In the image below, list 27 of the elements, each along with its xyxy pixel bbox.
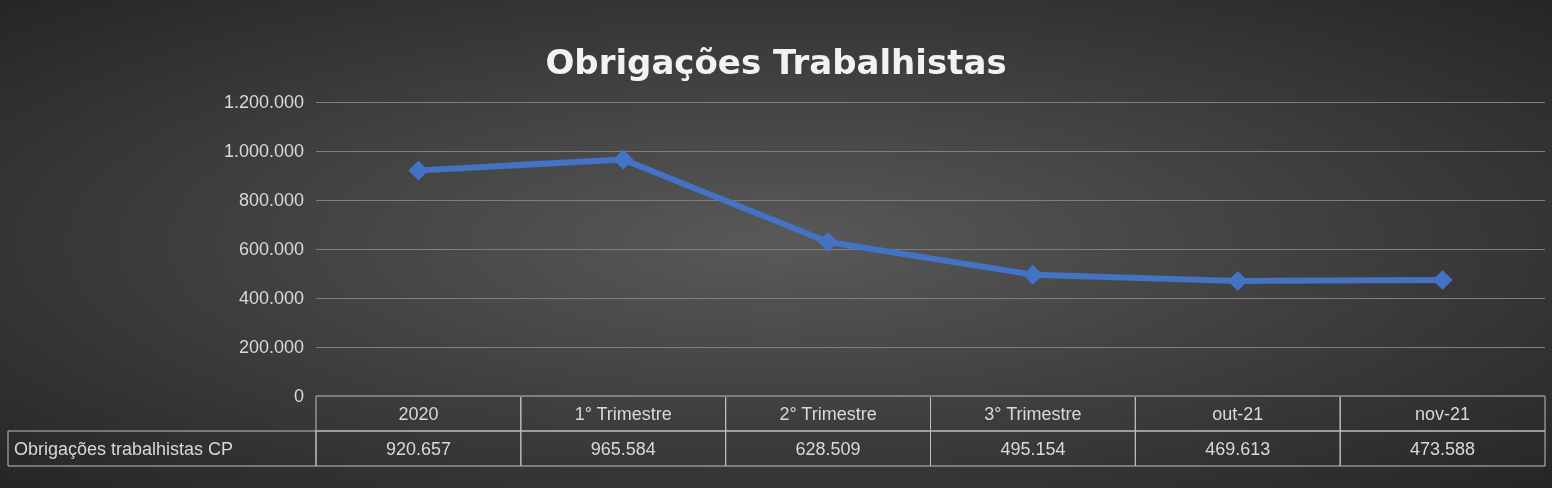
point: [818, 232, 839, 253]
x-tick-label: nov-21: [1415, 403, 1471, 424]
chart-title: Obrigações Trabalhistas: [545, 42, 1007, 82]
point: [1432, 269, 1453, 290]
point: [613, 149, 634, 170]
y-tick-label: 1.200.000: [223, 92, 304, 112]
y-tick-label: 600.000: [238, 239, 304, 259]
data-label: 920.657: [385, 438, 451, 459]
point: [1227, 270, 1248, 291]
y-tick-label: 0: [293, 386, 304, 406]
data-label: 965.584: [590, 438, 656, 459]
data-label: 495.154: [1000, 438, 1066, 459]
x-tick-label: out-21: [1212, 403, 1264, 424]
point: [408, 160, 429, 181]
x-tick-label: 2020: [398, 403, 439, 424]
data-label: 469.613: [1205, 438, 1271, 459]
y-tick-label: 800.000: [238, 190, 304, 210]
x-tick-label: 2° Trimestre: [779, 403, 877, 424]
y-tick-label: 1.000.000: [223, 141, 304, 161]
x-tick-label: 3° Trimestre: [984, 403, 1082, 424]
y-tick-label: 200.000: [238, 337, 304, 357]
text: Obrigações trabalhistas CP: [14, 438, 234, 459]
y-tick-label: 400.000: [238, 288, 304, 308]
data-label: 473.588: [1410, 438, 1476, 459]
x-tick-label: 1° Trimestre: [574, 403, 672, 424]
point: [1022, 264, 1043, 285]
data-label: 628.509: [795, 438, 861, 459]
